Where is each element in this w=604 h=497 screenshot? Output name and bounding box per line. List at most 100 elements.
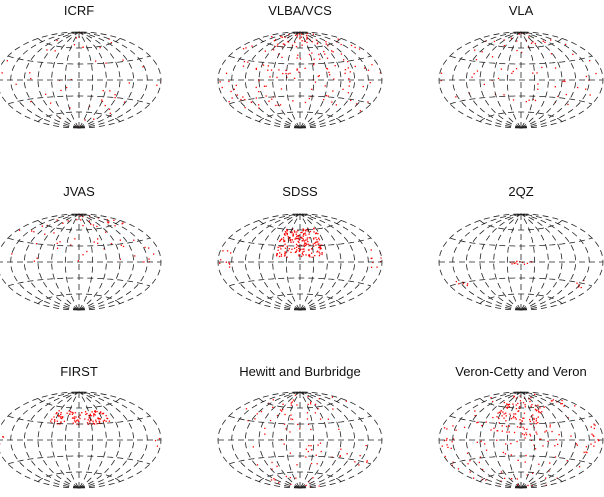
- source-point: [370, 257, 372, 260]
- source-point: [283, 443, 285, 445]
- meridian-line: [299, 213, 328, 311]
- source-point: [292, 399, 295, 401]
- source-point: [532, 41, 534, 43]
- source-point: [577, 86, 579, 89]
- source-point: [284, 234, 286, 236]
- parallel-line: [37, 398, 121, 409]
- source-point: [301, 253, 303, 255]
- source-point: [463, 426, 466, 428]
- source-point: [534, 405, 537, 407]
- source-point: [80, 219, 82, 221]
- source-point: [550, 53, 553, 55]
- source-point: [305, 242, 307, 244]
- source-point: [284, 254, 286, 256]
- source-point: [276, 76, 278, 79]
- source-point: [264, 433, 266, 435]
- source-point: [326, 57, 329, 59]
- meridian-line: [520, 391, 549, 489]
- source-point: [56, 242, 58, 244]
- source-point: [305, 456, 307, 458]
- source-point: [45, 93, 47, 95]
- source-point: [359, 455, 361, 457]
- source-point: [536, 433, 538, 435]
- source-point: [263, 85, 266, 87]
- source-point: [500, 480, 502, 482]
- source-point: [567, 417, 569, 419]
- source-point: [526, 262, 529, 264]
- source-point: [291, 232, 293, 234]
- source-point: [447, 446, 449, 448]
- source-point: [245, 47, 247, 49]
- source-point: [108, 420, 110, 422]
- source-point: [289, 452, 291, 454]
- source-point: [295, 250, 297, 253]
- source-point: [273, 49, 275, 51]
- source-point: [53, 232, 55, 234]
- source-point: [296, 235, 298, 237]
- source-point: [71, 411, 73, 414]
- sky-panel: ICRF: [0, 3, 162, 129]
- source-point: [228, 266, 231, 268]
- source-point: [554, 456, 557, 458]
- source-point: [18, 229, 21, 231]
- source-point: [154, 439, 157, 442]
- source-point: [280, 255, 283, 257]
- source-point: [528, 36, 530, 38]
- source-point: [302, 251, 304, 253]
- source-point: [537, 404, 539, 406]
- source-point: [92, 224, 95, 226]
- source-point: [284, 243, 286, 245]
- source-point: [507, 404, 509, 406]
- source-point: [101, 100, 104, 103]
- source-point: [75, 37, 77, 39]
- source-point: [362, 85, 364, 88]
- source-point: [295, 46, 298, 48]
- source-point: [565, 93, 567, 96]
- source-point: [230, 252, 232, 254]
- source-point: [306, 412, 309, 414]
- source-point: [316, 241, 318, 243]
- source-point: [98, 420, 100, 422]
- source-point: [517, 484, 519, 486]
- parallel-line: [7, 55, 151, 65]
- source-point: [530, 396, 532, 399]
- parallel-line: [479, 111, 563, 122]
- source-point: [589, 94, 591, 96]
- source-point: [305, 254, 307, 256]
- source-point: [325, 95, 327, 97]
- source-point: [59, 241, 61, 243]
- source-point: [597, 439, 600, 442]
- source-point: [589, 60, 591, 62]
- source-point: [258, 104, 260, 106]
- graticule: [217, 391, 383, 489]
- source-point: [142, 66, 144, 68]
- source-point: [58, 410, 60, 412]
- parallel-line: [449, 415, 593, 425]
- source-point: [283, 255, 286, 257]
- source-point: [519, 419, 521, 421]
- source-point: [102, 420, 105, 422]
- parallel-line: [479, 220, 563, 231]
- source-point: [85, 413, 87, 416]
- source-point: [321, 253, 323, 255]
- source-point: [250, 101, 252, 103]
- source-point: [66, 412, 68, 414]
- source-point: [289, 476, 291, 479]
- source-point: [476, 70, 479, 72]
- source-point: [133, 239, 135, 241]
- source-point: [493, 40, 496, 43]
- source-point: [510, 418, 512, 420]
- source-point: [96, 410, 98, 413]
- source-point: [255, 86, 257, 89]
- source-point: [60, 416, 62, 418]
- source-point: [372, 261, 374, 264]
- source-point: [302, 240, 304, 242]
- source-point: [236, 94, 238, 96]
- source-point: [76, 423, 78, 425]
- panel-title: Veron-Cetty and Veron: [455, 364, 587, 379]
- source-point: [77, 419, 79, 421]
- source-point: [76, 420, 78, 422]
- source-point: [317, 42, 319, 44]
- source-point: [541, 411, 543, 413]
- source-point: [533, 421, 535, 423]
